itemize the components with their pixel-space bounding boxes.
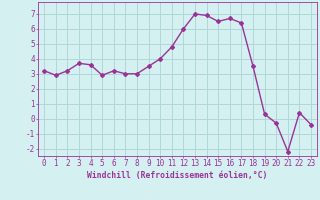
X-axis label: Windchill (Refroidissement éolien,°C): Windchill (Refroidissement éolien,°C) [87, 171, 268, 180]
